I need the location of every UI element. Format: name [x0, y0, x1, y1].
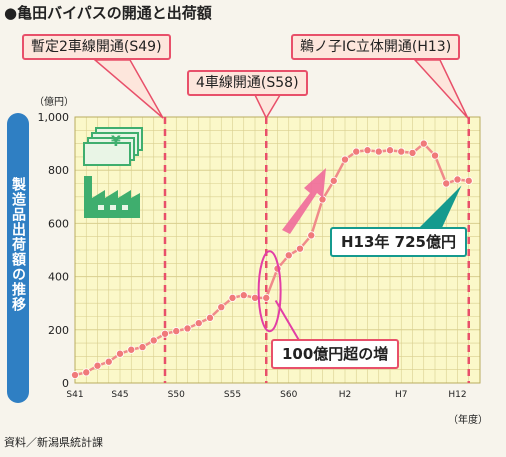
- x-tick-label: S45: [111, 390, 128, 400]
- x-tick-label: S50: [168, 390, 185, 400]
- data-point: [183, 324, 192, 333]
- data-point: [307, 231, 316, 240]
- y-axis-label: 製造品出荷額の推移: [10, 177, 26, 312]
- data-point: [205, 313, 214, 322]
- callout-pointer-s49: [92, 59, 164, 119]
- y-tick-label: 800: [48, 164, 69, 177]
- data-point: [284, 251, 293, 260]
- data-point: [71, 371, 80, 380]
- callout-h13-value: H13年 725億円: [330, 227, 467, 257]
- data-point: [217, 303, 226, 312]
- data-point: [149, 336, 158, 345]
- chart-title: ●亀田バイパスの開通と出荷額: [4, 4, 212, 22]
- y-axis-label-box: 製造品出荷額の推移: [7, 113, 29, 403]
- x-tick-label: S55: [224, 390, 241, 400]
- x-tick-label: H12: [448, 390, 466, 400]
- y-tick-label: 0: [62, 377, 69, 390]
- data-point: [160, 329, 169, 338]
- increase-highlight: [257, 250, 282, 333]
- callout-h13: 鵜ノ子IC立体開通(H13): [291, 34, 461, 60]
- data-point: [374, 147, 383, 156]
- data-point: [464, 176, 473, 185]
- source-note: 資料／新潟県統計課: [4, 436, 103, 449]
- y-tick-label: 1,000: [38, 111, 70, 124]
- data-point: [430, 151, 439, 160]
- data-point: [262, 293, 271, 302]
- data-point: [352, 147, 361, 156]
- x-tick-label: S41: [66, 390, 83, 400]
- data-point: [127, 345, 136, 354]
- y-tick-label: 400: [48, 271, 69, 284]
- callout-pointer-h13: [413, 59, 469, 119]
- data-point: [295, 244, 304, 253]
- x-axis-unit: （年度）: [448, 415, 488, 426]
- factory-window: [110, 205, 116, 210]
- data-point: [419, 139, 428, 148]
- data-point: [250, 293, 259, 302]
- x-tick-label: H7: [395, 390, 408, 400]
- banknote: [83, 142, 131, 166]
- plot-border: [74, 116, 481, 384]
- data-point: [363, 146, 372, 155]
- factory-window: [98, 205, 104, 210]
- y-tick-label: 600: [48, 217, 69, 230]
- callout-s49: 暫定2車線開通(S49): [22, 34, 171, 60]
- factory-icon: [84, 176, 140, 218]
- data-point: [104, 357, 113, 366]
- callout-pointer-s58: [253, 94, 282, 120]
- data-point: [228, 293, 237, 302]
- x-tick-label: S60: [280, 390, 297, 400]
- data-point: [93, 361, 102, 370]
- growth-arrow-icon: [282, 168, 326, 234]
- data-point: [385, 146, 394, 155]
- data-point: [239, 291, 248, 300]
- data-point: [408, 148, 417, 157]
- data-point: [340, 155, 349, 164]
- yen-banknotes-icon: ¥: [83, 127, 143, 166]
- x-tick-label: H2: [339, 390, 352, 400]
- data-point: [82, 368, 91, 377]
- y-axis-unit: （億円）: [34, 97, 74, 108]
- increase-pointer: [274, 300, 301, 343]
- factory-window: [122, 205, 128, 210]
- y-tick-label: 200: [48, 324, 69, 337]
- data-point: [442, 179, 451, 188]
- data-point: [397, 147, 406, 156]
- series-markers: [71, 139, 473, 380]
- growth-arrow-shape: [282, 168, 326, 234]
- data-point: [194, 319, 203, 328]
- data-point: [329, 176, 338, 185]
- callout-s58: 4車線開通(S58): [187, 70, 308, 96]
- data-point: [116, 349, 125, 358]
- data-point: [138, 343, 147, 352]
- callout-pointer-h13-value: [415, 185, 462, 232]
- yen-sign: ¥: [111, 134, 121, 150]
- callout-increase: 100億円超の増: [271, 339, 400, 369]
- data-point: [172, 327, 181, 336]
- data-point: [453, 175, 462, 184]
